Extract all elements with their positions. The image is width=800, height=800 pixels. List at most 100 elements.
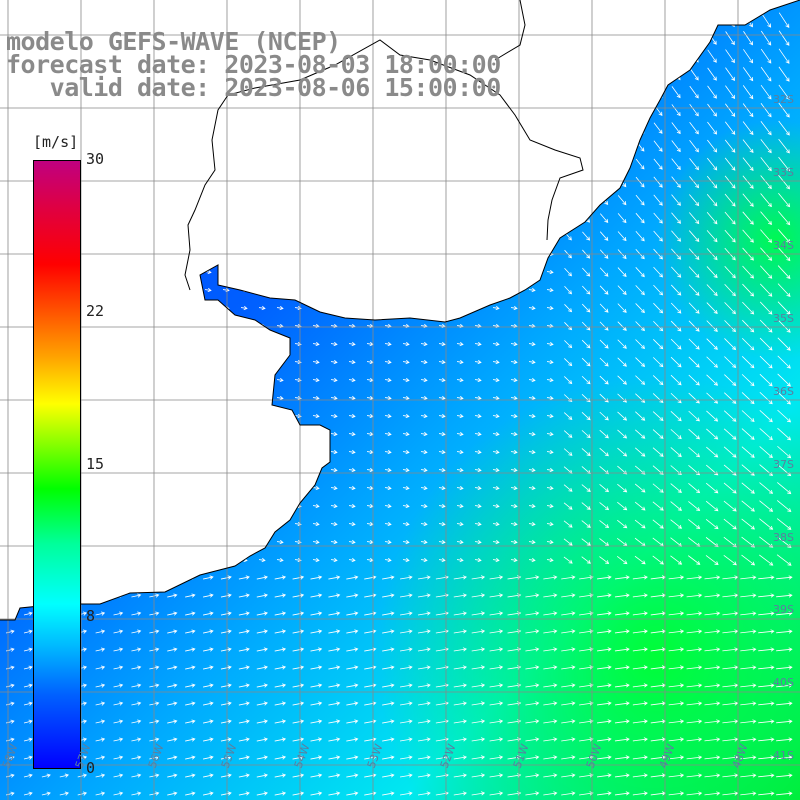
wind-arrow (740, 611, 757, 616)
wind-arrow (652, 429, 664, 439)
wind-arrow (686, 629, 703, 634)
wind-arrow (579, 701, 594, 706)
wind-arrow (776, 500, 792, 513)
wind-arrow (95, 647, 106, 652)
wind-arrow (77, 791, 88, 796)
wind-arrow (596, 611, 612, 616)
wind-arrow (564, 322, 573, 331)
wind-arrow (420, 467, 428, 473)
wind-arrow (671, 122, 681, 135)
wind-arrow (438, 557, 446, 563)
wind-arrow (474, 395, 482, 401)
lat-label-38s: 38S (773, 531, 794, 544)
wind-arrow (563, 448, 573, 456)
wind-arrow (617, 411, 628, 421)
wind-arrow (489, 719, 504, 724)
wind-arrow (653, 212, 663, 224)
wind-arrow (402, 539, 410, 545)
wind-arrow (399, 755, 413, 760)
wind-arrow (686, 773, 703, 778)
wind-arrow (758, 701, 775, 706)
wind-arrow (686, 665, 703, 670)
wind-arrow (417, 593, 431, 598)
wind-arrow (741, 392, 755, 405)
wind-arrow (614, 737, 630, 742)
wind-arrow (471, 737, 486, 742)
wind-arrow (525, 611, 540, 616)
wind-arrow (310, 593, 323, 598)
wind-arrow (546, 521, 554, 527)
wind-arrow (759, 391, 773, 405)
wind-arrow (453, 629, 467, 634)
wind-arrow (399, 647, 413, 652)
wind-arrow (653, 339, 664, 350)
wind-arrow (671, 212, 682, 224)
wind-arrow (543, 773, 558, 778)
wind-arrow (238, 575, 250, 580)
wind-arrow (614, 611, 630, 616)
wind-arrow (310, 701, 323, 706)
wind-arrow (686, 755, 703, 760)
wind-arrow (528, 287, 536, 293)
wind-arrow (563, 484, 573, 492)
wind-arrow (456, 539, 464, 545)
wind-arrow (348, 467, 356, 473)
wind-arrow (581, 520, 591, 528)
wind-arrow (492, 431, 500, 437)
wind-arrow (312, 521, 320, 527)
wind-arrow (778, 156, 790, 172)
wind-arrow (632, 665, 648, 670)
wind-arrow (741, 410, 755, 423)
wind-arrow (510, 377, 518, 383)
wind-arrow (525, 737, 540, 742)
wind-arrow (634, 555, 646, 565)
wind-arrow (760, 193, 772, 208)
wind-arrow (741, 554, 756, 566)
wind-arrow (776, 575, 793, 580)
wind-arrow (707, 121, 718, 135)
wind-arrow (438, 539, 446, 545)
wind-arrow (760, 48, 772, 64)
wind-arrow (652, 501, 664, 511)
wind-arrow (5, 755, 15, 760)
wind-arrow (705, 518, 719, 530)
wind-arrow (510, 485, 518, 491)
wind-arrow (292, 683, 305, 688)
wind-arrow (617, 447, 628, 457)
wind-arrow (635, 357, 646, 367)
wind-arrow (743, 49, 754, 64)
wind-arrow (310, 737, 323, 742)
wind-arrow (292, 611, 305, 616)
wind-arrow (704, 719, 721, 724)
wind-arrow (474, 341, 482, 347)
wind-arrow (723, 446, 737, 458)
wind-arrow (759, 355, 773, 369)
valid-date: valid date: 2023-08-06 15:00:00 (6, 73, 502, 102)
wind-arrow (725, 49, 735, 64)
wind-arrow (596, 719, 612, 724)
wind-arrow (510, 359, 518, 365)
wind-arrow (599, 484, 610, 493)
wind-arrow (652, 411, 664, 421)
wind-arrow (704, 773, 721, 778)
wind-arrow (167, 773, 178, 778)
wind-arrow (238, 737, 250, 742)
wind-arrow (652, 375, 664, 386)
wind-arrow (671, 86, 681, 99)
wind-arrow (776, 536, 792, 548)
wind-arrow (760, 175, 772, 190)
wind-arrow (599, 411, 609, 421)
wind-arrow (256, 611, 268, 616)
wind-arrow (668, 773, 685, 778)
wind-arrow (617, 483, 628, 493)
wind-arrow (740, 683, 757, 688)
wind-arrow (185, 647, 196, 652)
wind-arrow (581, 339, 591, 349)
wind-arrow (525, 683, 540, 688)
wind-arrow (113, 629, 124, 634)
wind-arrow (348, 431, 356, 437)
wind-arrow (382, 611, 395, 616)
wind-arrow (113, 719, 124, 724)
wind-arrow (382, 593, 395, 598)
wind-arrow (364, 719, 377, 724)
